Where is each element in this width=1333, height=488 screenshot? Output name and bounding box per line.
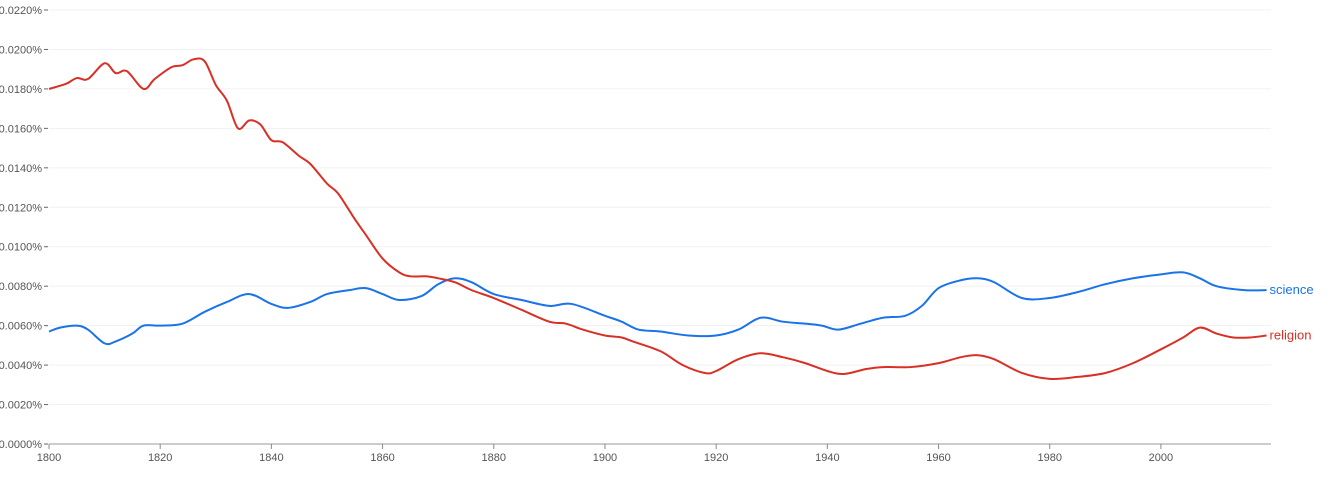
- x-tick-label: 1820: [148, 452, 172, 464]
- series-line-science: [48, 271, 1267, 346]
- series-labels: science religion: [1270, 282, 1314, 342]
- y-tick-label: 0.0100%: [0, 242, 42, 254]
- y-tick-label: 0.0220%: [0, 5, 42, 17]
- series-line-religion: [48, 57, 1267, 381]
- x-tick-label: 1940: [815, 452, 839, 464]
- series-label-science: science: [1270, 282, 1314, 297]
- y-axis: 0.0000% 0.0020% 0.0040% 0.0060% 0.0080% 0.010…: [0, 5, 48, 451]
- series-lines: [48, 57, 1267, 381]
- y-tick-label: 0.0140%: [0, 163, 42, 175]
- x-tick-label: 1920: [704, 452, 728, 464]
- x-tick-label: 1980: [1037, 452, 1061, 464]
- x-tick-label: 1900: [593, 452, 617, 464]
- series-label-religion: religion: [1270, 328, 1312, 343]
- y-tick-label: 0.0080%: [0, 281, 42, 293]
- y-tick-label: 0.0180%: [0, 84, 42, 96]
- x-tick-label: 1860: [370, 452, 394, 464]
- x-axis: 1800 1820 1840 1860 1880 1900 1920 1940 1960 1980…: [37, 443, 1271, 464]
- y-tick-label: 0.0120%: [0, 202, 42, 214]
- x-tick-label: 1880: [482, 452, 506, 464]
- gridlines: [49, 9, 1271, 406]
- x-tick-label: 2000: [1149, 452, 1173, 464]
- x-tick-label: 1840: [259, 452, 283, 464]
- y-tick-label: 0.0040%: [0, 360, 42, 372]
- x-tick-label: 1800: [37, 452, 61, 464]
- y-tick-label: 0.0200%: [0, 44, 42, 56]
- y-tick-label: 0.0000%: [0, 439, 42, 451]
- x-tick-label: 1960: [926, 452, 950, 464]
- y-tick-label: 0.0060%: [0, 321, 42, 333]
- y-tick-label: 0.0020%: [0, 400, 42, 412]
- y-tick-label: 0.0160%: [0, 123, 42, 135]
